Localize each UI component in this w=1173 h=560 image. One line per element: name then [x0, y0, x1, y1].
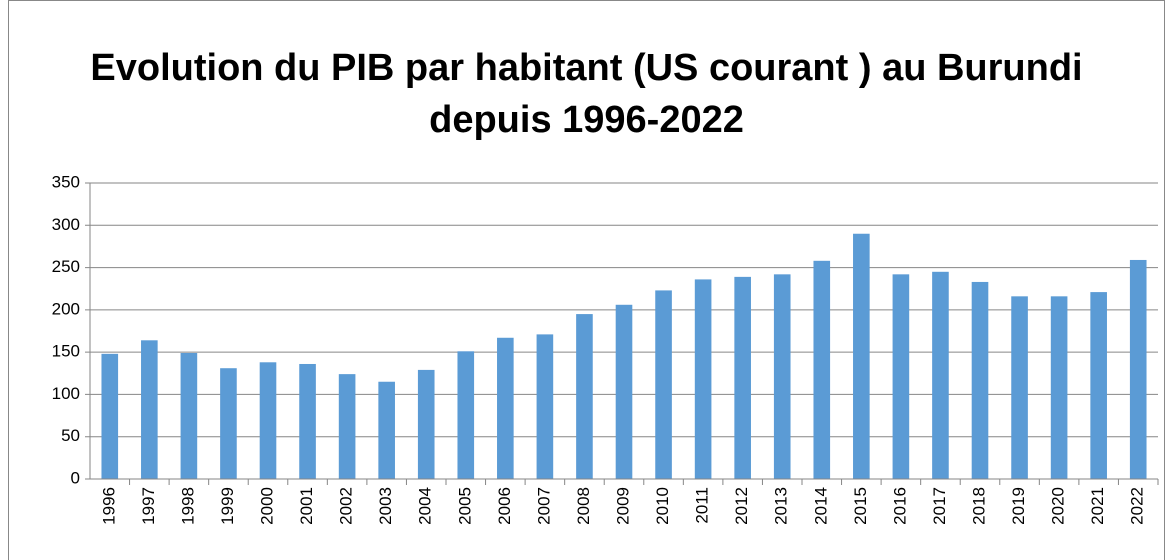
x-tick-label: 2015 [851, 487, 870, 525]
bar [1129, 259, 1147, 479]
y-tick-label: 200 [52, 299, 80, 318]
bar [1050, 296, 1068, 479]
bar [101, 353, 119, 479]
bar [1011, 296, 1028, 479]
x-tick-label: 2005 [455, 487, 474, 525]
x-tick-label: 2006 [495, 487, 514, 525]
x-tick-label: 2013 [772, 487, 791, 525]
bar [220, 368, 237, 479]
bar [971, 281, 989, 479]
y-tick-label: 350 [52, 172, 80, 191]
bar [259, 362, 277, 479]
bar [694, 279, 712, 479]
x-tick-label: 2002 [337, 487, 356, 525]
x-tick-label: 2018 [969, 487, 988, 525]
bar [536, 334, 554, 479]
x-tick-label: 2004 [416, 487, 435, 525]
bar [853, 233, 870, 479]
y-tick-label: 250 [52, 257, 80, 276]
x-tick-label: 2007 [534, 487, 553, 525]
bar [576, 314, 593, 479]
x-tick-label: 2020 [1049, 487, 1068, 525]
bar [813, 260, 831, 479]
bar [180, 352, 198, 479]
y-tick-label: 0 [71, 468, 80, 487]
x-tick-label: 2021 [1088, 487, 1107, 525]
x-tick-label: 2017 [930, 487, 949, 525]
bar [773, 274, 791, 479]
chart-title: Evolution du PIB par habitant (US couran… [90, 47, 1083, 141]
chart-border [8, 0, 1165, 560]
bar [734, 276, 751, 479]
bar [417, 369, 435, 479]
y-tick-label: 100 [52, 384, 80, 403]
bar [378, 381, 395, 479]
bar [141, 340, 158, 479]
x-tick-label: 2009 [613, 487, 632, 525]
x-tick-label: 2011 [693, 487, 712, 524]
y-tick-label: 50 [61, 426, 80, 445]
x-tick-label: 2008 [574, 487, 593, 525]
x-tick-label: 2001 [297, 487, 316, 525]
bar [932, 271, 949, 479]
bar [892, 274, 910, 479]
bar [299, 363, 316, 479]
x-tick-label: 1998 [178, 487, 197, 525]
x-tick-label: 1999 [218, 487, 237, 525]
bar [457, 351, 475, 479]
bar [497, 337, 514, 479]
x-tick-label: 2022 [1128, 487, 1147, 525]
x-tick-label: 2016 [890, 487, 909, 525]
bar [338, 374, 356, 479]
x-tick-label: 2012 [732, 487, 751, 525]
x-tick-label: 2000 [257, 487, 276, 525]
x-tick-label: 1997 [139, 487, 158, 525]
x-tick-label: 1996 [99, 487, 118, 525]
x-tick-label: 2010 [653, 487, 672, 525]
bar [655, 290, 672, 479]
x-tick-label: 2019 [1009, 487, 1028, 525]
y-tick-label: 150 [52, 342, 80, 361]
y-tick-label: 300 [52, 215, 80, 234]
bar [1090, 292, 1107, 479]
bar [615, 304, 633, 479]
x-tick-label: 2014 [811, 487, 830, 525]
x-tick-label: 2003 [376, 487, 395, 525]
